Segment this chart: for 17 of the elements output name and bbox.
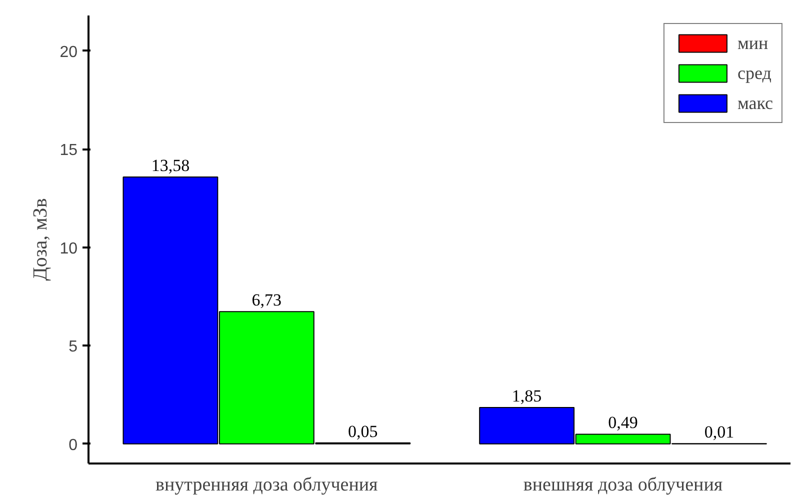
y-axis-title: Доза, мЗв	[30, 198, 52, 281]
y-tick-label: 20	[60, 44, 78, 61]
data-label: 13,58	[151, 156, 190, 176]
legend-label: сред	[737, 62, 772, 84]
y-tick-label: 10	[60, 240, 78, 258]
data-label: 6,73	[252, 290, 282, 310]
data-label: 1,85	[512, 386, 542, 406]
data-label: 0,01	[704, 422, 734, 442]
x-tick-label: внутренняя доза облучения	[156, 474, 378, 496]
y-tick-label: 5	[68, 338, 78, 356]
data-label: 0,05	[348, 422, 378, 441]
y-tick-label: 15	[60, 142, 78, 160]
legend-label: макс	[737, 92, 773, 114]
legend-label: мин	[737, 32, 768, 54]
x-tick-label: внешняя доза облучения	[523, 474, 723, 496]
data-label: 0,49	[608, 413, 638, 432]
y-tick-label: 0	[68, 436, 78, 454]
